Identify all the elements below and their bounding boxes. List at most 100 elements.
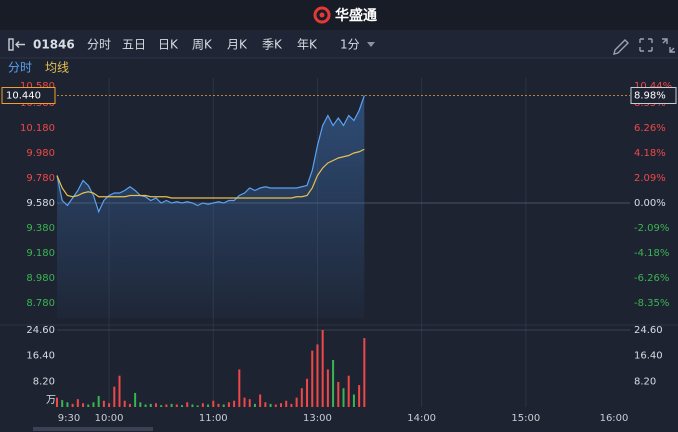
volume-bar [108, 403, 111, 407]
x-tick-label: 9:30 [58, 413, 80, 424]
volume-bar [82, 403, 85, 407]
volume-bar [363, 338, 366, 407]
volume-bar [92, 402, 95, 407]
y2-tick-label: 2.09% [634, 173, 666, 184]
logo-icon [313, 6, 331, 24]
last-price-box [1, 87, 56, 104]
y-tick-label: 9.980 [26, 148, 55, 159]
y2-tick-label: 10.44% [634, 81, 672, 92]
expand-icon[interactable] [639, 38, 653, 52]
y2-tick-label: 4.18% [634, 148, 666, 159]
last-change-box [630, 87, 677, 104]
volume-bar [123, 400, 126, 407]
vol-tick-label-right: 16.40 [634, 351, 663, 362]
volume-bar [170, 403, 173, 407]
volume-bar [253, 403, 256, 407]
draw-icon[interactable] [613, 39, 629, 55]
volume-bar [165, 404, 168, 407]
volume-bar [300, 388, 303, 407]
volume-bar [342, 388, 345, 407]
volume-bar [337, 381, 340, 407]
dropdown-arrow[interactable] [367, 42, 375, 47]
symbol: 01846 [33, 38, 75, 52]
last-change-label: 8.98% [634, 91, 666, 102]
tab[interactable]: 季K [262, 38, 283, 52]
y2-tick-label: -2.09% [634, 223, 669, 234]
volume-bar [212, 400, 215, 407]
y2-tick-label: 0.00% [634, 198, 666, 209]
volume-bar [139, 402, 142, 407]
tab[interactable]: 日K [158, 38, 179, 52]
volume-bar [347, 375, 350, 407]
volume-bar [274, 404, 277, 407]
volume-bar [149, 403, 152, 407]
scrollbar[interactable] [33, 427, 153, 431]
price-line [56, 148, 365, 199]
volume-bar [113, 386, 116, 407]
volume-bar [248, 399, 251, 407]
volume-bar [160, 405, 163, 407]
volume-bar [175, 404, 178, 407]
volume-bar [238, 369, 241, 407]
volume-bar [306, 378, 309, 407]
y-tick-label: 9.380 [26, 223, 55, 234]
x-tick-label: 16:00 [600, 413, 629, 424]
volume-bar [134, 392, 137, 407]
tab[interactable]: 月K [227, 38, 248, 52]
x-tick-label: 14:00 [407, 413, 436, 424]
tab[interactable]: 年K [297, 38, 318, 52]
y2-tick-label: 6.26% [634, 123, 666, 134]
fullscreen-icon[interactable] [662, 38, 675, 53]
volume-bar [295, 397, 298, 407]
vol-tick-label: 16.40 [26, 351, 55, 362]
x-tick-label: 13:00 [303, 413, 332, 424]
volume-bar [87, 404, 90, 407]
volume-bar [326, 369, 329, 407]
y2-tick-label: -6.26% [634, 273, 669, 284]
volume-bar [233, 400, 236, 407]
volume-bar [128, 403, 131, 407]
y-tick-label: 8.780 [26, 298, 55, 309]
volume-bar [144, 404, 147, 407]
volume-bar [196, 405, 199, 407]
volume-bar [222, 404, 225, 407]
volume-bar [259, 394, 262, 407]
x-tick-label: 11:00 [199, 413, 228, 424]
volume-bar [227, 402, 230, 407]
volume-bar [66, 402, 69, 407]
y-tick-label: 10.180 [20, 123, 55, 134]
toolbar [0, 30, 678, 58]
volume-bar [352, 394, 355, 407]
x-tick-label: 15:00 [511, 413, 540, 424]
volume-bar [285, 400, 288, 407]
vol-unit: 万 [46, 395, 56, 406]
vol-tick-label: 24.60 [26, 325, 55, 336]
tab[interactable]: 五日 [122, 38, 146, 52]
y2-tick-label: -4.18% [634, 248, 669, 259]
top-bar [0, 0, 678, 30]
volume-bar [97, 396, 100, 407]
volume-bar [191, 404, 194, 407]
tab[interactable]: 周K [192, 38, 213, 52]
tab[interactable]: 分时 [87, 38, 111, 52]
volume-bar [217, 403, 220, 407]
volume-bar [118, 375, 121, 407]
legend-entry: 分时 [8, 61, 32, 75]
volume-bar [243, 397, 246, 407]
vol-tick-label: 8.20 [33, 376, 55, 387]
y-tick-label: 9.580 [26, 198, 55, 209]
interval[interactable]: 1分 [340, 38, 360, 52]
volume-bar [207, 404, 210, 407]
volume-bar [76, 399, 79, 407]
y-tick-label: 9.780 [26, 173, 55, 184]
tool-icons [613, 38, 675, 55]
volume-bar [279, 403, 282, 407]
volume-bar [61, 400, 64, 407]
volume-bar [311, 350, 314, 407]
volume-bar [186, 402, 189, 407]
brand: 华盛通 [335, 7, 377, 24]
collapse-icon[interactable] [8, 38, 25, 51]
vol-tick-label-right: 8.20 [634, 376, 656, 387]
volume-bar [316, 344, 319, 407]
